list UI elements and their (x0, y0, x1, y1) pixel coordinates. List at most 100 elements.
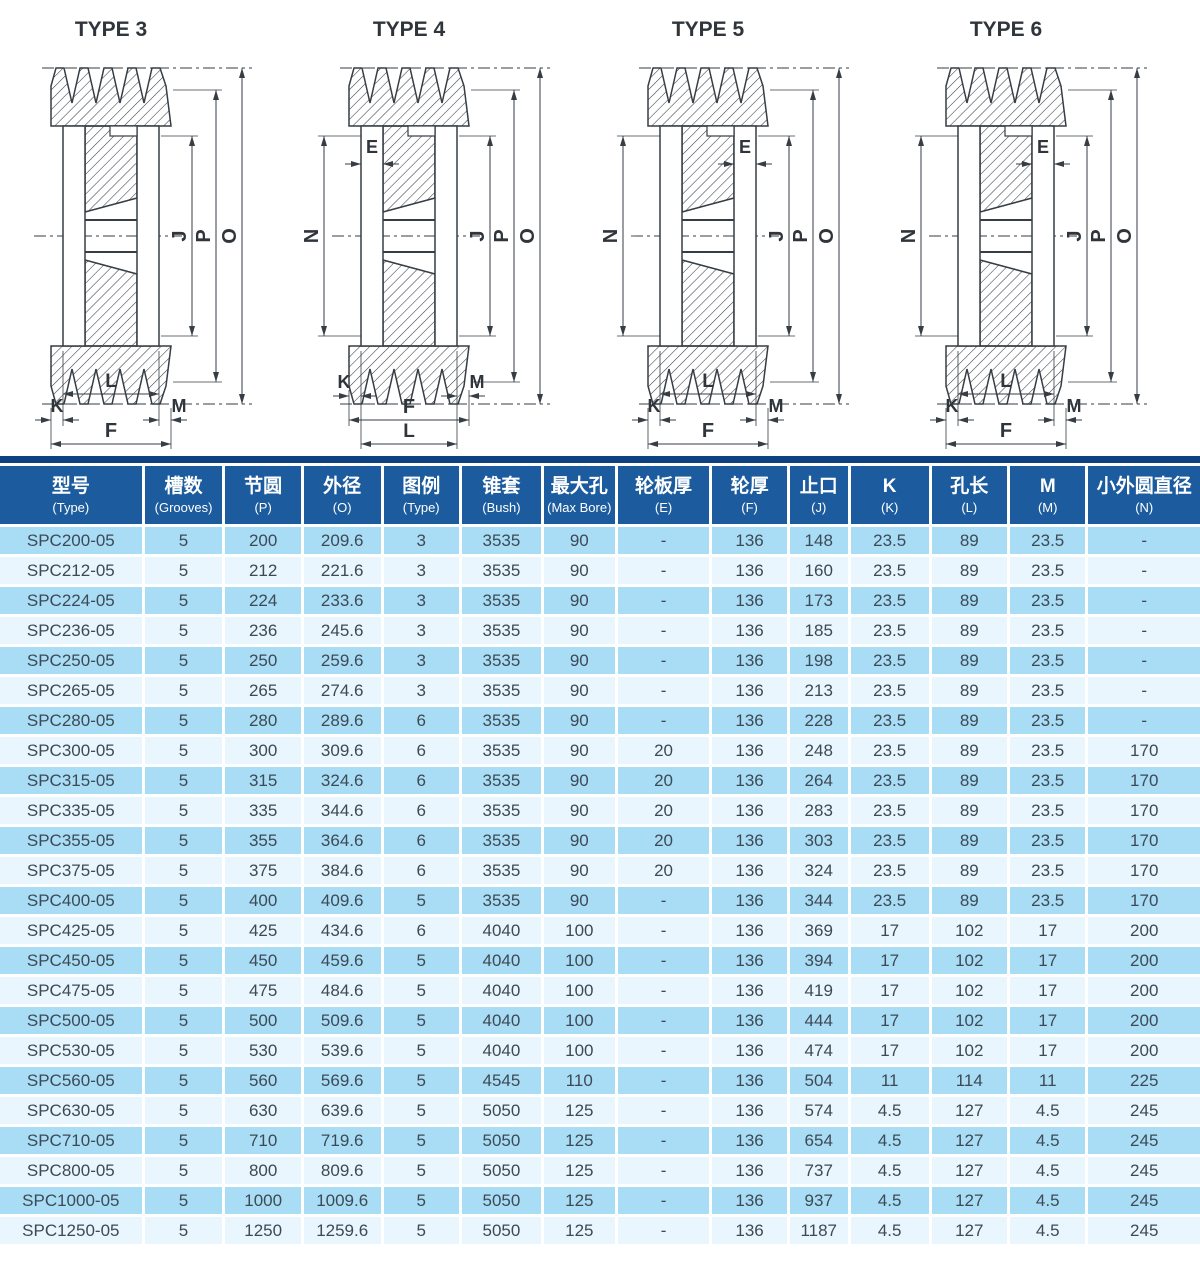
cell-f: 136 (712, 1097, 787, 1124)
cell-grooves: 5 (144, 647, 223, 674)
column-header-zh: 孔长 (950, 476, 989, 497)
cell-o: 459.6 (303, 947, 381, 974)
cell-j: 185 (789, 617, 848, 644)
table-row: SPC200-05 5 200 209.6 3 3535 90-136 148 23.5 89 23… (0, 527, 1200, 554)
cell-e: - (617, 1217, 710, 1244)
cell-m: 23.5 (1010, 647, 1086, 674)
cell-j: 264 (789, 767, 848, 794)
cell-p: 630 (225, 1097, 301, 1124)
cell-k: 23.5 (850, 677, 929, 704)
column-header-en: (Type) (52, 500, 90, 515)
cell-n: 200 (1088, 1007, 1200, 1034)
cell-o: 639.6 (303, 1097, 381, 1124)
cell-bush: 4040 (461, 917, 541, 944)
spec-table-section: 型号 (Type) 槽数 (Grooves) 节圆 (P) 外径 (O) 图例 (Type) 锥套 (… (0, 456, 1200, 1247)
cell-n: 200 (1088, 977, 1200, 1004)
column-header-en: (L) (961, 500, 978, 515)
spec-table: 型号 (Type) 槽数 (Grooves) 节圆 (P) 外径 (O) 图例 (Type) 锥套 (… (0, 463, 1200, 1247)
dim-label-p: P (790, 229, 812, 242)
diagram-type4: TYPE 4 JPO N E K M FL (304, 6, 597, 456)
cell-grooves: 5 (144, 737, 223, 764)
cell-type: SPC560-05 (0, 1067, 142, 1094)
cell-p: 1250 (225, 1217, 301, 1244)
cell-e: - (617, 647, 710, 674)
cell-bush: 5050 (461, 1127, 541, 1154)
pulley-drawing-type6: TYPE 6 JPO N E L K M F (901, 18, 1147, 449)
cell-bush: 4040 (461, 977, 541, 1004)
cell-legend: 6 (383, 917, 459, 944)
table-top-strip (0, 456, 1200, 463)
cell-f: 136 (712, 557, 787, 584)
dim-label-m: M (470, 372, 485, 392)
dim-label-o: O (517, 228, 539, 244)
cell-o: 289.6 (303, 707, 381, 734)
cell-f: 136 (712, 587, 787, 614)
dim-label-p: P (1088, 229, 1110, 242)
cell-m: 23.5 (1010, 587, 1086, 614)
cell-n: 170 (1088, 827, 1200, 854)
dim-label-n: N (603, 229, 622, 243)
column-header-j: 止口 (J) (789, 466, 848, 524)
cell-f: 136 (712, 1127, 787, 1154)
diagram-title: TYPE 4 (373, 18, 446, 41)
dim-label-l: L (1000, 371, 1012, 392)
cell-k: 23.5 (850, 557, 929, 584)
dim-label-o: O (816, 228, 838, 244)
cell-j: 654 (789, 1127, 848, 1154)
dim-label-o: O (219, 228, 241, 244)
cell-j: 324 (789, 857, 848, 884)
cell-o: 719.6 (303, 1127, 381, 1154)
table-row: SPC315-05 5 315 324.6 6 3535 90 20 136 264 23.5 89 2… (0, 767, 1200, 794)
cell-bush: 3535 (461, 587, 541, 614)
cell-k: 17 (850, 947, 929, 974)
cell-legend: 6 (383, 857, 459, 884)
cell-legend: 3 (383, 647, 459, 674)
cell-e: - (617, 1157, 710, 1184)
dim-label-f: F (403, 396, 415, 418)
column-header-zh: 轮板厚 (635, 476, 693, 497)
cell-grooves: 5 (144, 1157, 223, 1184)
cell-bush: 3535 (461, 617, 541, 644)
cell-j: 394 (789, 947, 848, 974)
cell-p: 710 (225, 1127, 301, 1154)
cell-e: - (617, 1187, 710, 1214)
dim-label-k: K (338, 372, 351, 392)
cell-p: 250 (225, 647, 301, 674)
cell-f: 136 (712, 1007, 787, 1034)
cell-l: 127 (931, 1157, 1007, 1184)
dim-label-l: L (404, 421, 416, 442)
cell-e: - (617, 1097, 710, 1124)
cell-legend: 5 (383, 977, 459, 1004)
dim-label-m: M (768, 396, 783, 416)
cell-bush: 4040 (461, 947, 541, 974)
cell-max-bore: 90 (543, 797, 615, 824)
cell-f: 136 (712, 617, 787, 644)
cell-type: SPC530-05 (0, 1037, 142, 1064)
table-row: SPC630-05 5 630 639.6 5 5050 125-136 574 4.5 127 4… (0, 1097, 1200, 1124)
cell-m: 23.5 (1010, 617, 1086, 644)
cell-type: SPC315-05 (0, 767, 142, 794)
cell-legend: 5 (383, 1217, 459, 1244)
table-row: SPC212-05 5 212 221.6 3 3535 90-136 160 23.5 89 23… (0, 557, 1200, 584)
column-header-grooves: 槽数 (Grooves) (144, 466, 223, 524)
table-row: SPC265-05 5 265 274.6 3 3535 90-136 213 23.5 89 23… (0, 677, 1200, 704)
cell-legend: 5 (383, 887, 459, 914)
cell-max-bore: 125 (543, 1187, 615, 1214)
dim-label-f: F (702, 420, 714, 442)
cell-e: - (617, 707, 710, 734)
cell-type: SPC500-05 (0, 1007, 142, 1034)
column-header-zh: M (1039, 476, 1056, 497)
cell-l: 127 (931, 1217, 1007, 1244)
cell-k: 23.5 (850, 767, 929, 794)
cell-f: 136 (712, 1217, 787, 1244)
dim-label-j: J (1064, 230, 1086, 241)
cell-legend: 6 (383, 767, 459, 794)
column-header-zh: 节圆 (244, 476, 283, 497)
cell-bush: 3535 (461, 737, 541, 764)
dim-label-j: J (467, 230, 489, 241)
cell-grooves: 5 (144, 977, 223, 1004)
cell-e: 20 (617, 767, 710, 794)
cell-max-bore: 90 (543, 527, 615, 554)
table-header: 型号 (Type) 槽数 (Grooves) 节圆 (P) 外径 (O) 图例 (Type) 锥套 (… (0, 466, 1200, 524)
cell-type: SPC630-05 (0, 1097, 142, 1124)
